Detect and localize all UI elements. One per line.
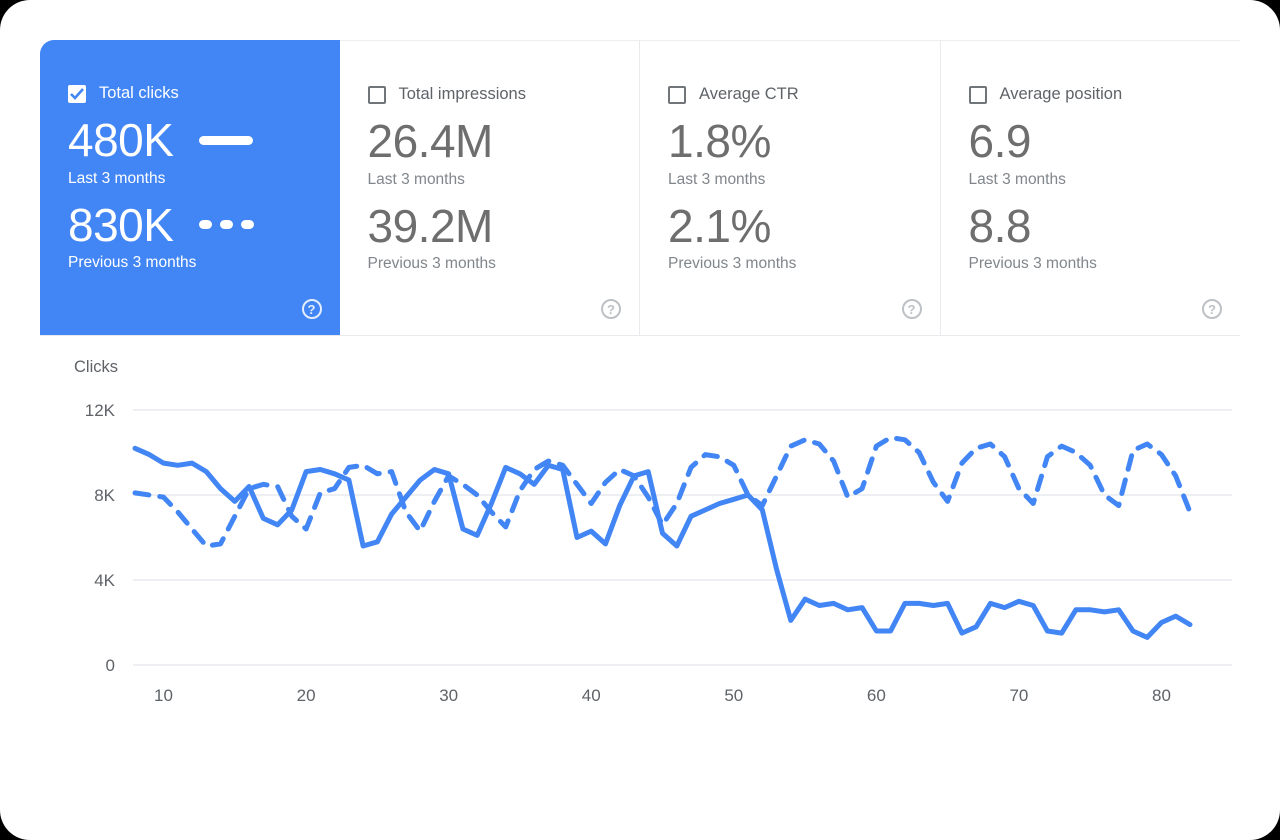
card-label: Average CTR: [699, 85, 799, 103]
metric-card-total-clicks[interactable]: Total clicks 480K Last 3 months 830K Pre…: [40, 40, 340, 335]
average-position-checkbox[interactable]: [968, 85, 987, 104]
metric-caption-primary: Last 3 months: [968, 170, 1066, 188]
dashed-line-legend-icon: [199, 220, 255, 230]
x-tick-label: 20: [297, 686, 316, 705]
metric-value-primary: 6.9: [968, 115, 1032, 167]
metric-card-average-position[interactable]: Average position 6.9 Last 3 months 8.8 P…: [939, 40, 1240, 335]
series-dashed: [132, 435, 1193, 549]
card-label: Total impressions: [398, 85, 526, 103]
y-tick-label: 0: [106, 656, 115, 675]
metric-row-primary: 26.4M: [368, 116, 612, 167]
chart-title: Clicks: [74, 358, 118, 376]
metric-card-average-ctr[interactable]: Average CTR 1.8% Last 3 months 2.1% Prev…: [639, 40, 940, 335]
help-icon[interactable]: ?: [1202, 299, 1222, 319]
metric-caption-primary: Last 3 months: [668, 170, 766, 188]
metric-caption-secondary: Previous 3 months: [668, 255, 797, 273]
metric-row-secondary: 8.8: [968, 199, 1213, 252]
checkmark-icon: [70, 87, 84, 100]
metric-card-total-impressions[interactable]: Total impressions 26.4M Last 3 months 39…: [339, 40, 639, 335]
metric-value-secondary: 8.8: [968, 199, 1032, 252]
series-solid: [132, 445, 1193, 640]
metric-caption-secondary: Previous 3 months: [68, 254, 197, 272]
card-label: Total clicks: [99, 84, 179, 102]
y-tick-label: 12K: [85, 401, 116, 420]
metric-row-secondary: 2.1%: [668, 199, 912, 252]
metric-value-primary: 480K: [68, 114, 174, 166]
card-header: Total impressions: [367, 85, 612, 104]
metric-row-primary: 6.9: [969, 116, 1213, 167]
card-label: Average position: [999, 85, 1123, 103]
help-icon[interactable]: ?: [901, 299, 922, 319]
total-impressions-checkbox[interactable]: [367, 85, 386, 104]
y-tick-label: 4K: [94, 571, 115, 590]
x-tick-label: 40: [582, 686, 601, 705]
metric-row-primary: 480K: [68, 115, 312, 166]
metric-cards-row: Total clicks 480K Last 3 months 830K Pre…: [40, 40, 1240, 336]
solid-line-legend-icon: [199, 135, 254, 145]
card-header: Average CTR: [668, 85, 912, 104]
average-ctr-checkbox[interactable]: [668, 85, 686, 104]
metric-caption-secondary: Previous 3 months: [367, 255, 496, 273]
metric-value-secondary: 2.1%: [668, 199, 771, 252]
card-header: Average position: [968, 85, 1213, 104]
total-clicks-checkbox[interactable]: [68, 84, 86, 103]
metric-caption-secondary: Previous 3 months: [968, 255, 1097, 273]
x-tick-label: 50: [724, 686, 743, 705]
metric-value-secondary: 39.2M: [367, 199, 494, 252]
metric-caption-primary: Last 3 months: [68, 169, 166, 187]
metric-value-secondary: 830K: [68, 198, 174, 251]
card-header: Total clicks: [68, 84, 312, 103]
help-icon[interactable]: ?: [601, 299, 621, 319]
metric-value-primary: 26.4M: [367, 115, 494, 167]
clicks-chart-section: Clicks 0 4K 8K 12K 10 20 30 40 50 60 70 80: [40, 358, 1240, 715]
metric-row-primary: 1.8%: [668, 116, 912, 167]
y-tick-label: 8K: [94, 486, 115, 505]
metric-value-primary: 1.8%: [668, 115, 771, 167]
help-icon[interactable]: ?: [301, 299, 322, 319]
x-tick-label: 30: [439, 686, 458, 705]
clicks-line-chart: 0 4K 8K 12K 10 20 30 40 50 60 70 80: [85, 401, 1232, 705]
metric-row-secondary: 830K: [68, 198, 312, 251]
x-tick-label: 10: [154, 686, 173, 705]
x-tick-label: 80: [1152, 686, 1171, 705]
x-tick-label: 70: [1009, 686, 1028, 705]
x-tick-label: 60: [867, 686, 886, 705]
metric-row-secondary: 39.2M: [367, 199, 612, 252]
metric-caption-primary: Last 3 months: [367, 170, 465, 188]
